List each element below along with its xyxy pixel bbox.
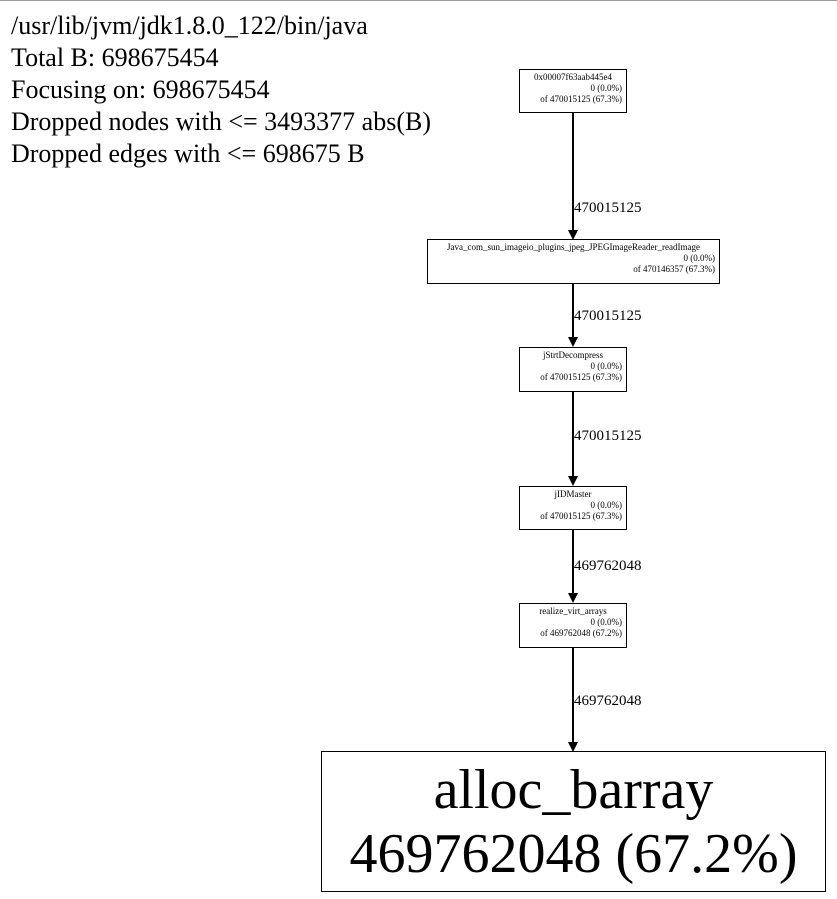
node-self: 0 (0.0%) — [590, 617, 623, 627]
edge-5-label: 469762048 — [574, 693, 642, 709]
graph-node: Java_com_sun_imageio_plugins_jpeg_JPEGIm… — [427, 239, 720, 284]
edge-4-label: 469762048 — [574, 558, 642, 574]
node-self: 0 (0.0%) — [683, 253, 716, 263]
node-name: jIDMaster — [554, 489, 592, 499]
graph-node: jIDMaster 0 (0.0%) of 470015125 (67.3%) — [519, 486, 627, 530]
node-name: Java_com_sun_imageio_plugins_jpeg_JPEGIm… — [447, 242, 700, 252]
node-total: of 469762048 (67.2%) — [540, 628, 622, 638]
focusing-on: Focusing on: 698675454 — [11, 75, 270, 104]
edge-2-label: 470015125 — [574, 308, 642, 324]
dropped-nodes-note: Dropped nodes with <= 3493377 abs(B) — [11, 107, 431, 136]
graph-header: /usr/lib/jvm/jdk1.8.0_122/bin/java Total… — [11, 10, 431, 170]
total-bytes: Total B: 698675454 — [11, 43, 219, 72]
edge-3-label: 470015125 — [574, 428, 642, 444]
node-total: of 470015125 (67.3%) — [540, 511, 622, 521]
node-total: of 470015125 (67.3%) — [540, 372, 622, 382]
node-self: 469762048 (67.2%) — [349, 823, 798, 885]
node-self: 0 (0.0%) — [590, 361, 623, 371]
graph-node: 0x00007f63aab445e4 0 (0.0%) of 470015125… — [519, 69, 627, 113]
node-self: 0 (0.0%) — [590, 500, 623, 510]
node-name: alloc_barray — [433, 759, 714, 821]
graph-node: realize_virt_arrays 0 (0.0%) of 46976204… — [519, 603, 627, 648]
node-name: realize_virt_arrays — [539, 606, 607, 616]
graph-node: jStrtDecompress 0 (0.0%) of 470015125 (6… — [519, 347, 627, 392]
edge-1-label: 470015125 — [574, 200, 642, 216]
dropped-edges-note: Dropped edges with <= 698675 B — [11, 139, 365, 168]
graph-node-leaf: alloc_barray 469762048 (67.2%) — [321, 751, 826, 892]
node-total: of 470015125 (67.3%) — [540, 94, 622, 104]
node-total: of 470146357 (67.3%) — [633, 264, 715, 274]
node-name: 0x00007f63aab445e4 — [534, 72, 612, 82]
binary-path: /usr/lib/jvm/jdk1.8.0_122/bin/java — [11, 11, 368, 40]
node-name: jStrtDecompress — [543, 350, 603, 360]
top-border — [0, 0, 837, 1]
node-self: 0 (0.0%) — [590, 83, 623, 93]
